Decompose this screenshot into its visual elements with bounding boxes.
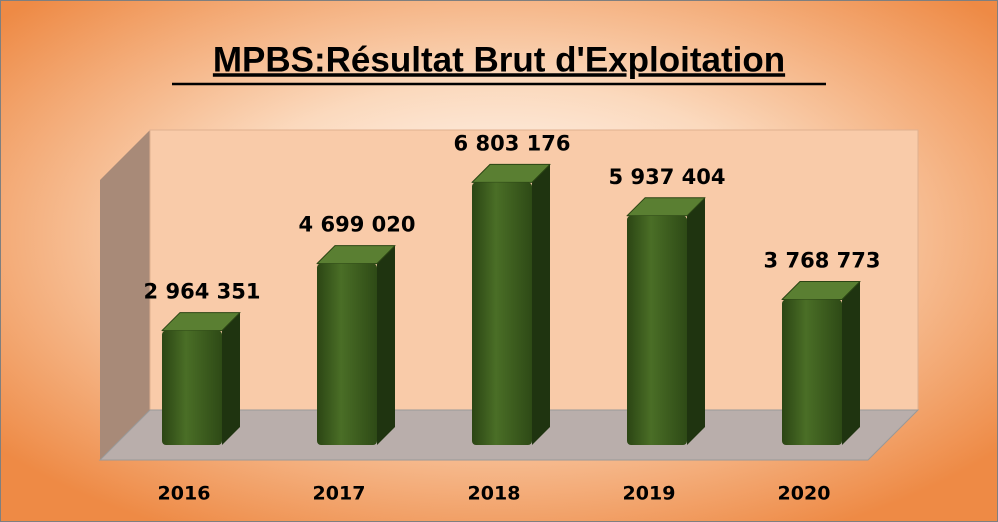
bar-side <box>377 245 395 445</box>
bar <box>162 330 222 445</box>
x-tick-label: 2018 <box>468 483 521 505</box>
side-wall <box>100 130 150 460</box>
value-label: 2 964 351 <box>144 280 261 304</box>
bar-side <box>222 312 240 445</box>
chart-title: MPBS:Résultat Brut d'Exploitation <box>213 40 785 79</box>
value-label: 3 768 773 <box>764 249 881 273</box>
x-tick-label: 2016 <box>158 483 211 505</box>
bar <box>472 182 532 446</box>
bar <box>627 215 687 445</box>
value-label: 4 699 020 <box>299 213 416 237</box>
x-tick-label: 2020 <box>778 483 831 505</box>
x-tick-label: 2019 <box>623 483 676 505</box>
bar <box>782 299 842 445</box>
value-label: 6 803 176 <box>454 131 571 155</box>
bar <box>317 263 377 445</box>
bar-side <box>532 164 550 446</box>
bar-side <box>842 281 860 445</box>
bar-side <box>687 197 705 445</box>
x-tick-label: 2017 <box>313 483 366 505</box>
value-label: 5 937 404 <box>609 165 726 189</box>
